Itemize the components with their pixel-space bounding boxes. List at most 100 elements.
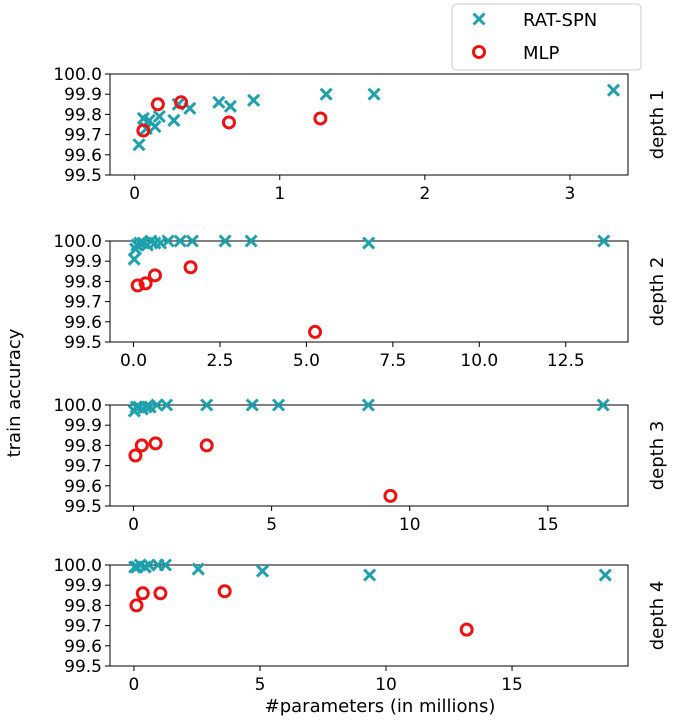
x-tick-label: 0 [129, 184, 140, 204]
plot-frame [109, 240, 629, 343]
x-tick-label: 12.5 [547, 351, 585, 371]
y-axis-title: train accuracy [4, 328, 25, 457]
x-tick-label: 1 [274, 184, 285, 204]
rat-spn-point [271, 398, 286, 412]
plot-frame [109, 404, 629, 507]
y-tick-label: 99.8 [64, 105, 102, 125]
mlp-point [128, 448, 143, 463]
series-mlp [129, 584, 474, 637]
mlp-point [135, 586, 150, 601]
series-mlp [128, 436, 398, 503]
mlp-point [217, 584, 232, 599]
rat-spn-point [319, 87, 333, 101]
rat-spn-point [361, 398, 375, 412]
mlp-point [153, 586, 168, 601]
y-tick-label: 100.0 [53, 65, 102, 85]
legend-marker-mlp [472, 45, 486, 59]
y-tick-label: 99.7 [64, 617, 102, 637]
rat-spn-point [150, 398, 164, 412]
legend-label-mlp: MLP [523, 43, 560, 64]
mlp-point [138, 276, 153, 291]
y-tick-label: 99.6 [64, 637, 102, 657]
rat-spn-point [185, 234, 199, 248]
rat-spn-point [255, 564, 270, 578]
rat-spn-point [212, 95, 226, 109]
mlp-point [183, 260, 198, 275]
series-rat-spn [132, 83, 621, 152]
x-tick-label: 10 [375, 675, 397, 695]
y-tick-label: 99.6 [64, 313, 102, 333]
series-mlp [130, 260, 323, 339]
rat-spn-point [132, 138, 146, 152]
legend-label-rat-spn: RAT-SPN [523, 10, 597, 31]
plot-frame [109, 73, 629, 176]
rat-spn-point [139, 400, 153, 414]
x-tick-label: 5.0 [293, 351, 320, 371]
mlp-point [130, 278, 145, 293]
y-tick-label: 100.0 [53, 232, 102, 252]
legend: RAT-SPN MLP [451, 3, 642, 71]
x-tick-label: 10.0 [460, 351, 498, 371]
y-tick-label: 99.6 [64, 146, 102, 166]
y-tick-label: 99.9 [64, 252, 102, 272]
x-tick-label: 0.0 [120, 351, 147, 371]
mlp-point [383, 488, 398, 503]
x-tick-label: 3 [565, 184, 576, 204]
y-tick-label: 100.0 [53, 396, 102, 416]
mlp-point [136, 123, 151, 138]
rat-spn-point [362, 236, 376, 250]
legend-x-icon [472, 12, 486, 26]
mlp-point [459, 622, 474, 637]
rat-spn-point [597, 234, 611, 248]
rat-spn-point [596, 398, 610, 412]
legend-circle-icon [472, 45, 486, 59]
mlp-point [134, 438, 149, 453]
x-tick-label: 7.5 [379, 351, 406, 371]
y-tick-label: 99.5 [64, 657, 102, 677]
rat-spn-point [173, 234, 187, 248]
y-tick-label: 99.9 [64, 416, 102, 436]
x-tick-label: 2 [419, 184, 430, 204]
y-tick-label: 99.8 [64, 272, 102, 292]
x-tick-label: 5 [255, 675, 266, 695]
rat-spn-point [598, 568, 612, 582]
legend-frame [451, 3, 642, 71]
x-tick-label: 5 [266, 515, 277, 535]
rat-spn-point [191, 562, 205, 576]
x-tick-label: 15 [537, 515, 559, 535]
mlp-point [313, 111, 328, 126]
rat-spn-point [127, 252, 141, 266]
rat-spn-point [161, 234, 175, 248]
x-axis-title: #parameters (in millions) [265, 696, 496, 717]
row-label-depth-3: depth 3 [647, 421, 668, 491]
mlp-point [308, 324, 323, 339]
series-mlp [136, 95, 328, 138]
row-label-depth-4: depth 4 [647, 581, 668, 651]
series-rat-spn [128, 558, 612, 582]
series-rat-spn [127, 234, 611, 266]
y-tick-label: 99.8 [64, 596, 102, 616]
row-label-depth-2: depth 2 [647, 257, 668, 327]
mlp-point [148, 436, 163, 451]
rat-spn-point [367, 87, 381, 101]
y-tick-label: 99.7 [64, 293, 102, 313]
mlp-point [174, 95, 189, 110]
rat-spn-point [363, 568, 377, 582]
y-tick-label: 99.5 [64, 497, 102, 517]
y-tick-label: 100.0 [53, 556, 102, 576]
series-rat-spn [127, 398, 610, 418]
mlp-point [221, 115, 236, 130]
rat-spn-point [148, 119, 162, 134]
x-tick-label: 15 [501, 675, 523, 695]
rat-spn-point [245, 398, 259, 412]
y-tick-label: 99.9 [64, 576, 102, 596]
y-tick-label: 99.7 [64, 457, 102, 477]
y-tick-label: 99.6 [64, 477, 102, 497]
mlp-point [129, 598, 144, 613]
